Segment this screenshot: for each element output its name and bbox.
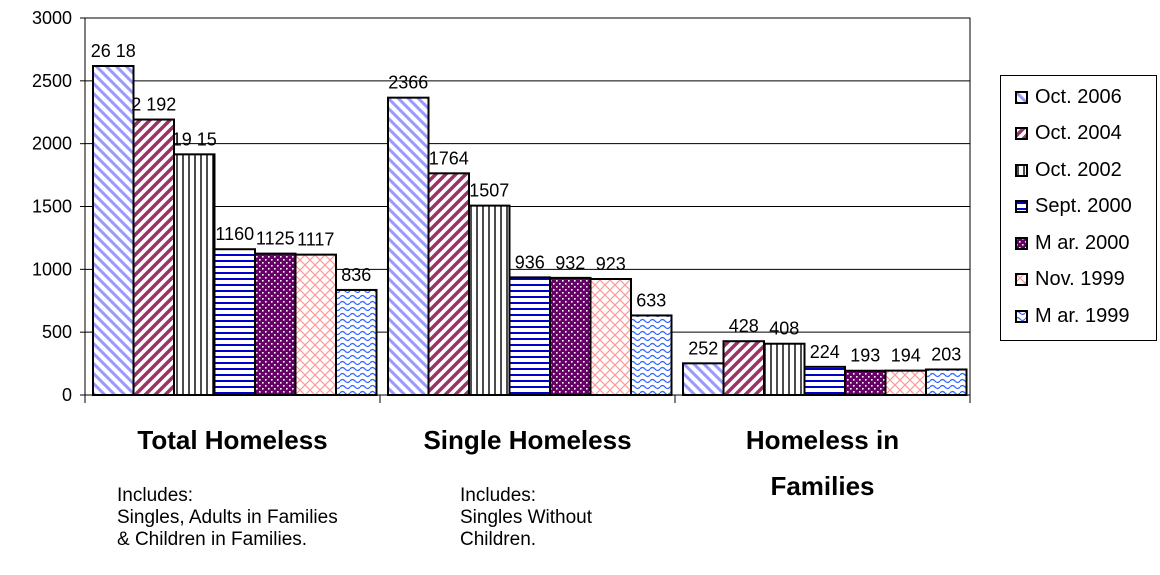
legend-swatch-oct-2004	[1015, 127, 1028, 140]
legend-label-oct-2002: Oct. 2002	[1035, 158, 1122, 181]
bar-total-homeless-oct-2006	[92, 65, 135, 396]
legend-swatch-m-ar-2000	[1015, 236, 1028, 250]
legend-swatch-oct-2006	[1015, 90, 1028, 104]
bar-single-homeless-sept-2000	[508, 276, 551, 397]
data-label-total-homeless-nov-1999: 1117	[297, 230, 334, 250]
y-tick-label-2000: 2000	[32, 134, 72, 154]
legend-swatch-oct-2002	[1015, 163, 1028, 177]
legend-label-m-ar-2000: M ar. 2000	[1035, 231, 1130, 254]
legend-label-sept-2000: Sept. 2000	[1035, 195, 1132, 217]
data-label-homeless-in-families-oct-2002: 408	[769, 319, 799, 339]
bar-total-homeless-m-ar-2000	[254, 252, 297, 396]
data-label-single-homeless-m-ar-2000: 932	[555, 253, 585, 273]
bar-homeless-in-families-oct-2006	[682, 362, 725, 396]
legend-swatch-nov-1999	[1015, 273, 1028, 286]
legend-item-m-ar-1999: M ar. 1999	[1015, 304, 1130, 328]
category-label-homeless-in-families-line-2: Families	[770, 471, 874, 501]
data-label-homeless-in-families-nov-1999: 194	[891, 346, 921, 366]
bar-homeless-in-families-sept-2000	[803, 365, 846, 397]
legend-label-oct-2004: Oct. 2004	[1035, 122, 1122, 144]
bar-single-homeless-m-ar-1999	[630, 314, 673, 396]
bar-homeless-in-families-m-ar-2000	[844, 369, 887, 397]
data-label-homeless-in-families-sept-2000: 224	[810, 342, 840, 362]
plot-area-border	[84, 17, 971, 396]
data-label-single-homeless-m-ar-1999: 633	[636, 290, 666, 310]
data-label-total-homeless-sept-2000: 1160	[215, 224, 254, 244]
data-labels: 26 18 2 192 19 15 1160 1125 1117 836 2366 176415…	[91, 41, 962, 366]
data-label-homeless-in-families-oct-2006: 252	[688, 338, 718, 358]
data-label-total-homeless-oct-2002: 19 15	[172, 129, 217, 149]
bar-single-homeless-oct-2006	[387, 96, 430, 396]
data-label-total-homeless-oct-2004: 2 192	[131, 95, 176, 115]
bar-homeless-in-families-oct-2004	[722, 340, 765, 396]
data-label-total-homeless-m-ar-1999: 836	[341, 265, 371, 285]
group-note-single-homeless: Includes: Singles Without Children.	[460, 485, 593, 550]
bar-single-homeless-oct-2004	[427, 172, 470, 396]
bar-homeless-in-families-m-ar-1999	[925, 368, 968, 396]
bar-homeless-in-families-nov-1999	[884, 369, 927, 396]
y-tick-label-0: 0	[62, 385, 72, 405]
bar-total-homeless-nov-1999	[294, 253, 337, 396]
bar-total-homeless-m-ar-1999	[335, 288, 378, 396]
legend-item-sept-2000: Sept. 2000	[1015, 195, 1132, 219]
y-tick-label-500: 500	[42, 322, 72, 342]
y-tick-label-2500: 2500	[32, 71, 72, 91]
legend-item-m-ar-2000: M ar. 2000	[1015, 231, 1130, 255]
bar-single-homeless-nov-1999	[589, 278, 632, 397]
bar-total-homeless-oct-2002	[173, 153, 216, 396]
data-label-homeless-in-families-m-ar-1999: 203	[931, 344, 961, 364]
bar-single-homeless-m-ar-2000	[549, 276, 592, 396]
legend-swatch-sept-2000	[1015, 200, 1028, 213]
y-tick-label-3000: 3000	[32, 8, 72, 28]
bar-total-homeless-sept-2000	[213, 248, 256, 396]
legend-item-nov-1999: Nov. 1999	[1015, 268, 1125, 292]
group-note-total-homeless: Includes: Singles, Adults in Families & …	[117, 485, 338, 550]
legend-item-oct-2006: Oct. 2006	[1015, 85, 1122, 109]
legend-label-m-ar-1999: M ar. 1999	[1035, 304, 1130, 327]
category-label-homeless-in-families-line-1: Homeless in	[746, 425, 899, 455]
bar-total-homeless-oct-2004	[132, 118, 175, 396]
y-tick-label-1000: 1000	[32, 259, 72, 279]
category-label-total-homeless: Total Homeless	[137, 425, 327, 455]
legend-swatch-m-ar-1999	[1015, 309, 1028, 323]
data-label-single-homeless-sept-2000: 936	[515, 252, 545, 272]
data-label-single-homeless-oct-2002: 1507	[469, 181, 509, 201]
data-label-single-homeless-oct-2004: 1764	[429, 148, 469, 168]
category-label-single-homeless: Single Homeless	[423, 425, 631, 455]
y-tick-label-1500: 1500	[32, 197, 72, 217]
data-label-total-homeless-oct-2006: 26 18	[91, 41, 136, 61]
data-label-total-homeless-m-ar-2000: 1125	[256, 229, 295, 249]
bar-homeless-in-families-oct-2002	[763, 342, 806, 396]
bar-single-homeless-oct-2002	[468, 204, 511, 396]
legend-item-oct-2002: Oct. 2002	[1015, 158, 1122, 182]
bars	[92, 65, 968, 397]
data-label-single-homeless-nov-1999: 923	[596, 254, 626, 274]
legend: Oct. 2006 Oct. 2004 Oct. 2002 Sept. 2000 M a…	[1000, 75, 1157, 341]
legend-label-oct-2006: Oct. 2006	[1035, 85, 1122, 108]
legend-item-oct-2004: Oct. 2004	[1015, 122, 1122, 146]
legend-label-nov-1999: Nov. 1999	[1035, 268, 1125, 290]
data-label-homeless-in-families-m-ar-2000: 193	[850, 346, 880, 366]
data-label-homeless-in-families-oct-2004: 428	[729, 316, 759, 336]
axes: 0 500 1000 1500 2000 2500 3000 Total Homeless Si…	[32, 8, 971, 501]
data-label-single-homeless-oct-2006: 2366	[388, 73, 428, 93]
